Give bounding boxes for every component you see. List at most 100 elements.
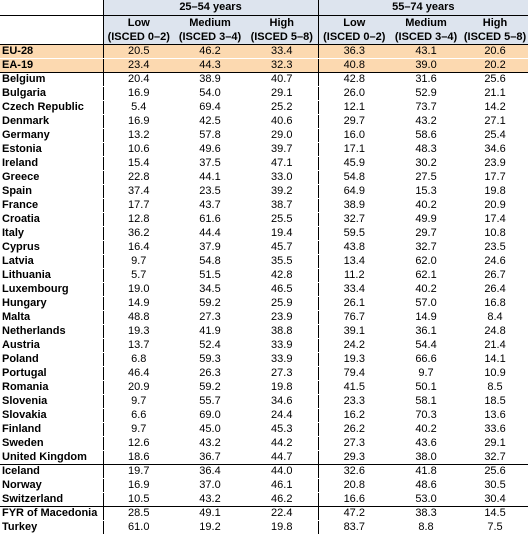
- cell-value: 19.4: [246, 226, 319, 241]
- cell-value: 20.2: [462, 58, 528, 73]
- cell-value: 43.6: [390, 436, 463, 451]
- cell-value: 54.4: [390, 338, 463, 353]
- cell-value: 26.3: [174, 366, 246, 381]
- cell-value: 6.6: [103, 408, 174, 423]
- row-label: Czech Republic: [0, 100, 104, 115]
- level-isced: (ISCED 3–4): [174, 30, 246, 45]
- cell-value: 26.4: [462, 282, 528, 297]
- table-row: Cyprus 16.4 37.9 45.7 43.8 32.7 23.5: [0, 240, 528, 255]
- cell-value: 29.3: [317, 450, 391, 465]
- table-row: FYR of Macedonia 28.5 49.1 22.4 47.2 38.3 14.5: [0, 506, 528, 521]
- cell-value: 16.2: [317, 408, 391, 423]
- cell-value: 23.9: [462, 156, 528, 171]
- level-isced: (ISCED 3–4): [390, 30, 463, 45]
- cell-value: 47.1: [246, 156, 319, 171]
- cell-value: 10.9: [462, 366, 528, 381]
- row-label: Malta: [0, 310, 104, 325]
- table-row: Sweden 12.6 43.2 44.2 27.3 43.6 29.1: [0, 436, 528, 451]
- cell-value: 19.3: [317, 352, 391, 367]
- row-label: France: [0, 198, 104, 213]
- cell-value: 32.7: [317, 212, 391, 227]
- table-row: Croatia 12.8 61.6 25.5 32.7 49.9 17.4: [0, 212, 528, 227]
- cell-value: 43.1: [390, 44, 463, 59]
- cell-value: 29.1: [462, 436, 528, 451]
- cell-value: 58.6: [390, 128, 463, 143]
- cell-value: 19.7: [103, 464, 174, 479]
- table-row: Netherlands 19.3 41.9 38.8 39.1 36.1 24.8: [0, 324, 528, 339]
- cell-value: 10.8: [462, 226, 528, 241]
- header-row: 25–54 years 55–74 years: [0, 0, 528, 16]
- cell-value: 16.4: [103, 240, 174, 255]
- level-name: Medium: [174, 15, 246, 30]
- cell-value: 14.9: [103, 296, 174, 311]
- cell-value: 49.1: [174, 506, 246, 521]
- table-row: Latvia 9.7 54.8 35.5 13.4 62.0 24.6: [0, 254, 528, 269]
- cell-value: 27.1: [462, 114, 528, 129]
- cell-value: 23.9: [246, 310, 319, 325]
- table-row: Spain 37.4 23.5 39.2 64.9 15.3 19.8: [0, 184, 528, 199]
- cell-value: 32.3: [246, 58, 319, 73]
- cell-value: 27.3: [174, 310, 246, 325]
- cell-value: 32.6: [317, 464, 391, 479]
- table-row: Czech Republic 5.4 69.4 25.2 12.1 73.7 14.2: [0, 100, 528, 115]
- cell-value: 33.4: [246, 44, 319, 59]
- cell-value: 24.2: [317, 338, 391, 353]
- cell-value: 54.8: [317, 170, 391, 185]
- cell-value: 46.5: [246, 282, 319, 297]
- cell-value: 42.8: [246, 268, 319, 283]
- cell-value: 44.4: [174, 226, 246, 241]
- level-name: Low: [103, 15, 174, 30]
- cell-value: 24.8: [462, 324, 528, 339]
- cell-value: 29.7: [317, 114, 391, 129]
- table-row: Turkey 61.0 19.2 19.8 83.7 8.8 7.5: [0, 520, 528, 535]
- cell-value: 70.3: [390, 408, 463, 423]
- cell-value: 26.0: [317, 86, 391, 101]
- table-row: Estonia 10.6 49.6 39.7 17.1 48.3 34.6: [0, 142, 528, 157]
- cell-value: 23.3: [317, 394, 391, 409]
- cell-value: 33.9: [246, 352, 319, 367]
- cell-value: 43.2: [174, 492, 246, 507]
- cell-value: 34.6: [462, 142, 528, 157]
- cell-value: 42.5: [174, 114, 246, 129]
- row-label: Slovakia: [0, 408, 104, 423]
- cell-value: 29.7: [390, 226, 463, 241]
- cell-value: 9.7: [103, 422, 174, 437]
- cell-value: 6.8: [103, 352, 174, 367]
- row-label: Italy: [0, 226, 104, 241]
- cell-value: 19.8: [462, 184, 528, 199]
- cell-value: 59.2: [174, 296, 246, 311]
- cell-value: 32.7: [462, 450, 528, 465]
- row-label: Sweden: [0, 436, 104, 451]
- cell-value: 13.7: [103, 338, 174, 353]
- cell-value: 33.0: [246, 170, 319, 185]
- cell-value: 16.9: [103, 478, 174, 493]
- table-row: Romania 20.9 59.2 19.8 41.5 50.1 8.5: [0, 380, 528, 395]
- cell-value: 62.0: [390, 254, 463, 269]
- cell-value: 25.9: [246, 296, 319, 311]
- cell-value: 53.0: [390, 492, 463, 507]
- cell-value: 38.3: [390, 506, 463, 521]
- cell-value: 25.6: [462, 464, 528, 479]
- row-label: Iceland: [0, 464, 104, 479]
- cell-value: 37.0: [174, 478, 246, 493]
- cell-value: 35.5: [246, 254, 319, 269]
- cell-value: 25.4: [462, 128, 528, 143]
- level-isced: (ISCED 5–8): [246, 30, 319, 45]
- table-row: Bulgaria 16.9 54.0 29.1 26.0 52.9 21.1: [0, 86, 528, 101]
- cell-value: 13.6: [462, 408, 528, 423]
- cell-value: 40.8: [317, 58, 391, 73]
- cell-value: 19.0: [103, 282, 174, 297]
- table-row: Germany 13.2 57.8 29.0 16.0 58.6 25.4: [0, 128, 528, 143]
- cell-value: 69.4: [174, 100, 246, 115]
- cell-value: 52.4: [174, 338, 246, 353]
- row-label: EU-28: [0, 44, 104, 59]
- cell-value: 40.2: [390, 422, 463, 437]
- corner: [0, 0, 104, 16]
- level-isced: (ISCED 5–8): [462, 30, 528, 45]
- row-label: Greece: [0, 170, 104, 185]
- cell-value: 5.7: [103, 268, 174, 283]
- cell-value: 41.9: [174, 324, 246, 339]
- cell-value: 26.7: [462, 268, 528, 283]
- cell-value: 24.4: [246, 408, 319, 423]
- cell-value: 39.0: [390, 58, 463, 73]
